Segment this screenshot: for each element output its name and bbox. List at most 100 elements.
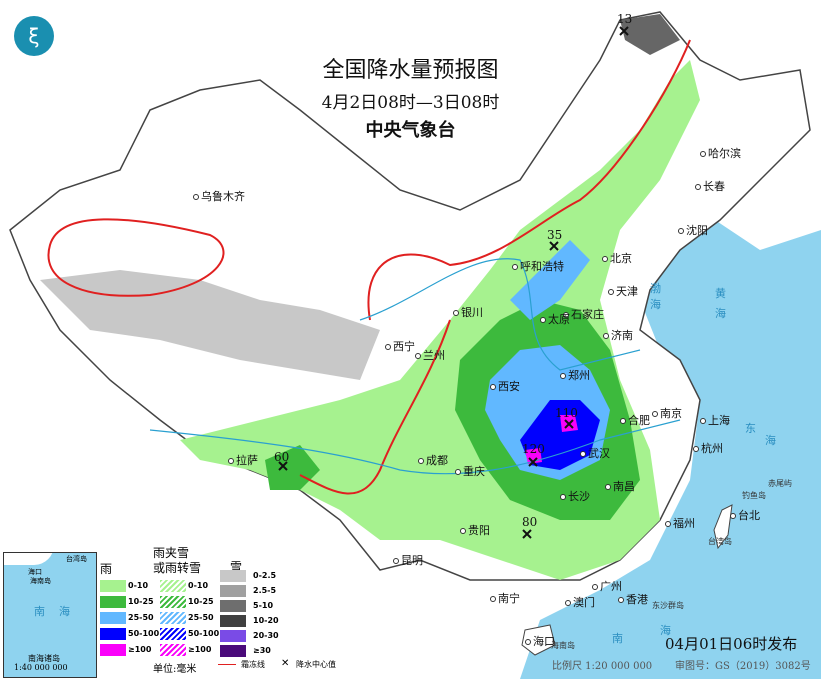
agency: 中央气象台 [365,120,456,141]
inset-label: 南海诸岛 [28,654,60,663]
island-label: 东沙群岛 [652,601,684,610]
city-label: 南宁 [490,590,520,606]
city-label: 银川 [453,304,483,320]
cma-logo [14,16,54,56]
river [149,419,681,475]
city-name: 太原 [548,313,570,326]
city-label: 北京 [602,250,632,266]
map-number: 审图号：GS（2019）3082号 [675,661,811,672]
city-label: 郑州 [560,367,590,383]
city-name: 澳门 [573,596,595,609]
city-label: 重庆 [455,463,485,479]
city-label: 海口 [525,633,555,649]
legend: 雨 雨夹雪 或雨转雪 雪 单位:毫米 霜冻线 ✕ 降水中心值 0-10 0-10 1… [98,546,418,676]
legend-mixed-label: ≥100 [188,645,212,654]
city-label: 成都 [418,452,448,468]
city-dot-icon [565,600,571,606]
sea-label: 海 [715,307,726,320]
city-dot-icon [453,310,459,316]
inset-label: 海 [59,605,70,618]
city-name: 广州 [600,580,622,593]
sea-label: 海 [650,298,661,311]
city-dot-icon [608,289,614,295]
city-name: 香港 [626,593,648,606]
city-name: 银川 [461,306,483,319]
legend-snow-label: 5-10 [253,601,274,610]
city-label: 福州 [665,515,695,531]
city-name: 郑州 [568,369,590,382]
inset-label: 海口 [28,568,42,576]
legend-snow-swatch [220,570,246,582]
city-dot-icon [540,317,546,323]
legend-mixed-label: 10-25 [188,597,214,606]
sea-label: 南 [612,632,623,645]
city-dot-icon [560,494,566,500]
island-label: 海南岛 [551,641,575,650]
city-label: 西宁 [385,338,415,354]
city-dot-icon [700,151,706,157]
legend-frost-line: 霜冻线 [241,660,265,669]
city-dot-icon [592,584,598,590]
city-label: 西安 [490,378,520,394]
city-name: 南京 [660,407,682,420]
city-label: 兰州 [415,347,445,363]
island-label: 赤尾屿 [768,479,792,488]
city-label: 香港 [618,591,648,607]
legend-mixed-swatch [160,596,186,608]
city-name: 石家庄 [571,308,604,321]
city-name: 昆明 [401,554,423,567]
city-name: 上海 [708,414,730,427]
legend-rain-label: 25-50 [128,613,154,622]
center-value: 120 [522,442,545,456]
city-dot-icon [228,458,234,464]
city-dot-icon [695,184,701,190]
legend-snow-label: 10-20 [253,616,279,625]
city-dot-icon [525,639,531,645]
sea-label: 海 [660,624,671,637]
city-dot-icon [512,264,518,270]
city-label: 济南 [603,327,633,343]
city-name: 长春 [703,180,725,193]
city-name: 长沙 [568,490,590,503]
city-dot-icon [665,521,671,527]
legend-mixed-swatch [160,644,186,656]
snow-area [40,270,380,380]
city-name: 北京 [610,252,632,265]
legend-snow-label: 2.5-5 [253,586,277,595]
city-label: 沈阳 [678,222,708,238]
legend-rain-title: 雨 [100,562,113,576]
svg-text:ξ: ξ [28,24,39,48]
city-dot-icon [490,384,496,390]
legend-snow-label: 20-30 [253,631,279,640]
legend-mixed-swatch [160,580,186,592]
city-label: 南昌 [605,478,635,494]
city-name: 武汉 [588,447,610,460]
city-label: 太原 [540,311,570,327]
legend-mixed-title: 雨夹雪 或雨转雪 [153,546,202,575]
inset-label: 海南岛 [30,577,51,585]
city-dot-icon [693,446,699,452]
legend-rain-label: 50-100 [128,629,160,638]
legend-snow-swatch [220,600,246,612]
legend-rain-label: ≥100 [128,645,152,654]
city-label: 澳门 [565,594,595,610]
city-name: 南昌 [613,480,635,493]
city-name: 杭州 [701,442,723,455]
frost-line [47,218,225,297]
city-dot-icon [455,469,461,475]
city-name: 西宁 [393,340,415,353]
map-title: 全国降水量预报图 [322,58,499,83]
frost-line [367,39,691,321]
city-name: 乌鲁木齐 [201,190,245,203]
legend-mixed-swatch [160,628,186,640]
inset-label: 台湾岛 [66,555,87,563]
city-label: 上海 [700,412,730,428]
city-dot-icon [193,194,199,200]
legend-mixed-label: 25-50 [188,613,214,622]
city-dot-icon [415,353,421,359]
city-dot-icon [490,596,496,602]
city-dot-icon [418,458,424,464]
issued-time: 04月01日06时发布 [665,635,798,653]
south-china-sea-inset: 南 海 海口 海南岛 台湾岛 南海诸岛 1:40 000 000 [3,552,97,678]
